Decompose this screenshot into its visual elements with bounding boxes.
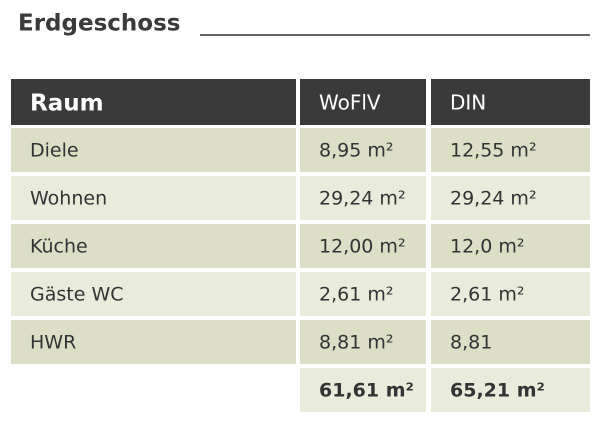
table-cell bbox=[11, 272, 296, 316]
cell-text: 8,81 m² bbox=[319, 332, 393, 354]
section-title: Erdgeschoss bbox=[18, 11, 180, 37]
table-cell bbox=[431, 224, 590, 268]
table-cell bbox=[11, 320, 296, 364]
cell-text: HWR bbox=[30, 332, 76, 354]
table-cell bbox=[300, 128, 426, 172]
header-cell bbox=[11, 79, 296, 125]
table-cell bbox=[11, 176, 296, 220]
cell-text: Gäste WC bbox=[30, 284, 124, 306]
cell-text: 12,0 m² bbox=[450, 236, 524, 258]
table-cell bbox=[431, 176, 590, 220]
total-text: 61,61 m² bbox=[319, 380, 414, 402]
column-header: Raum bbox=[30, 91, 104, 117]
cell-text: 8,95 m² bbox=[319, 140, 393, 162]
cell-text: 2,61 m² bbox=[450, 284, 524, 306]
table-cell bbox=[300, 272, 426, 316]
column-header: WoFlV bbox=[319, 91, 381, 115]
cell-text: 8,81 bbox=[450, 332, 492, 354]
column-header: DIN bbox=[450, 91, 486, 115]
table-cell bbox=[300, 224, 426, 268]
table-cell bbox=[431, 272, 590, 316]
header-cell bbox=[431, 79, 590, 125]
cell-text: Diele bbox=[30, 140, 79, 162]
cell-text: Küche bbox=[30, 236, 88, 258]
table-cell bbox=[431, 320, 590, 364]
cell-text: 29,24 m² bbox=[319, 188, 406, 210]
area-table: Raum WoFlV DIN Diele 8,95 m² 12,55 m² Wohnen 29… bbox=[11, 79, 590, 412]
table-cell bbox=[300, 320, 426, 364]
header-cell bbox=[300, 79, 426, 125]
cell-text: 29,24 m² bbox=[450, 188, 537, 210]
cell-text: 2,61 m² bbox=[319, 284, 393, 306]
cell-text: 12,55 m² bbox=[450, 140, 537, 162]
table-cell bbox=[11, 128, 296, 172]
table-cell bbox=[431, 128, 590, 172]
table-cell bbox=[300, 176, 426, 220]
cell-text: 12,00 m² bbox=[319, 236, 406, 258]
table-cell bbox=[11, 224, 296, 268]
total-text: 65,21 m² bbox=[450, 380, 545, 402]
total-cell bbox=[431, 368, 590, 412]
total-cell bbox=[300, 368, 426, 412]
cell-text: Wohnen bbox=[30, 188, 107, 210]
